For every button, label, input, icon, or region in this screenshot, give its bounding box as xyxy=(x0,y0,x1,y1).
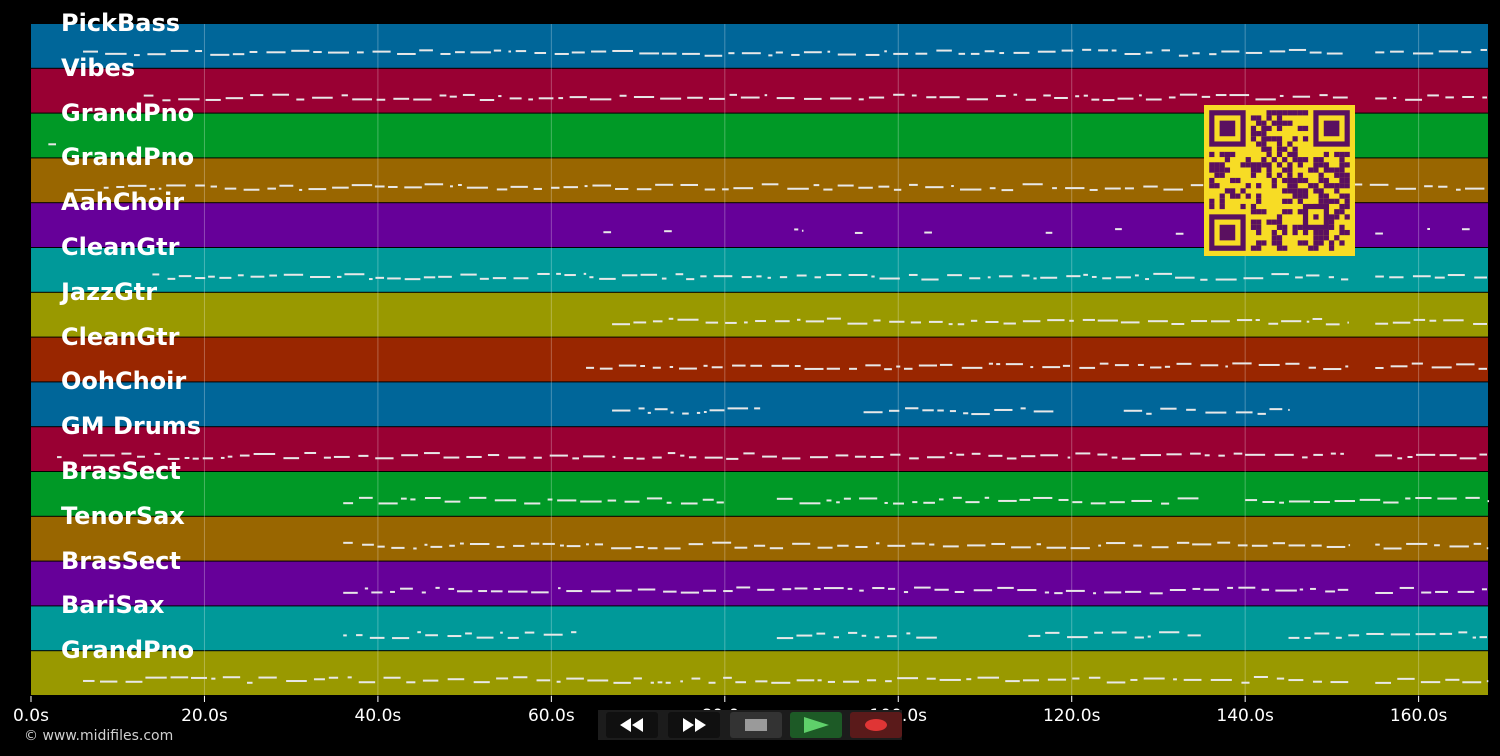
qr-code xyxy=(1204,105,1355,256)
track-label: JazzGtr xyxy=(61,277,158,306)
play-button[interactable] xyxy=(790,712,842,738)
time-tick-label: 40.0s xyxy=(354,706,402,726)
track-lane xyxy=(31,651,1488,695)
stop-icon xyxy=(745,719,767,731)
track-label: BrasSect xyxy=(61,457,181,485)
time-tick-label: 160.0s xyxy=(1389,706,1448,726)
record-button[interactable] xyxy=(850,712,902,738)
track-label: TenorSax xyxy=(61,501,185,530)
track-label: BrasSect xyxy=(61,546,181,575)
stop-button[interactable] xyxy=(730,712,782,738)
track-lane xyxy=(31,516,1488,561)
track-lane xyxy=(31,24,1488,68)
track-label: PickBass xyxy=(61,9,181,37)
rewind-button[interactable] xyxy=(606,712,658,738)
track-label: CleanGtr xyxy=(61,322,180,351)
time-tick-label: 0.0s xyxy=(13,706,49,726)
track-label: BariSax xyxy=(61,591,165,620)
rewind-icon xyxy=(620,718,643,732)
track-label: Vibes xyxy=(61,53,136,82)
track-lane xyxy=(31,382,1488,427)
track-lane xyxy=(31,472,1488,516)
track-label: OohChoir xyxy=(61,367,187,396)
record-icon xyxy=(865,719,887,731)
track-lane xyxy=(31,606,1488,651)
copyright-text: © www.midifiles.com xyxy=(24,728,174,744)
track-label: GrandPno xyxy=(61,98,195,127)
track-lane xyxy=(31,427,1488,471)
transport-bar xyxy=(598,710,902,740)
track-label: GrandPno xyxy=(61,636,195,665)
time-tick-label: 120.0s xyxy=(1042,706,1101,726)
fast-forward-icon xyxy=(683,718,706,732)
fast-forward-button[interactable] xyxy=(668,712,720,738)
track-lane xyxy=(31,561,1488,606)
time-tick-label: 20.0s xyxy=(181,706,228,726)
track-label: AahChoir xyxy=(61,188,185,217)
track-label: GM Drums xyxy=(61,412,202,441)
time-tick-label: 60.0s xyxy=(527,706,575,726)
track-lane xyxy=(31,292,1488,337)
track-label: GrandPno xyxy=(61,143,195,172)
play-icon xyxy=(804,717,829,733)
time-tick-label: 140.0s xyxy=(1216,706,1274,726)
track-label: CleanGtr xyxy=(61,233,180,261)
track-lane xyxy=(31,337,1488,382)
